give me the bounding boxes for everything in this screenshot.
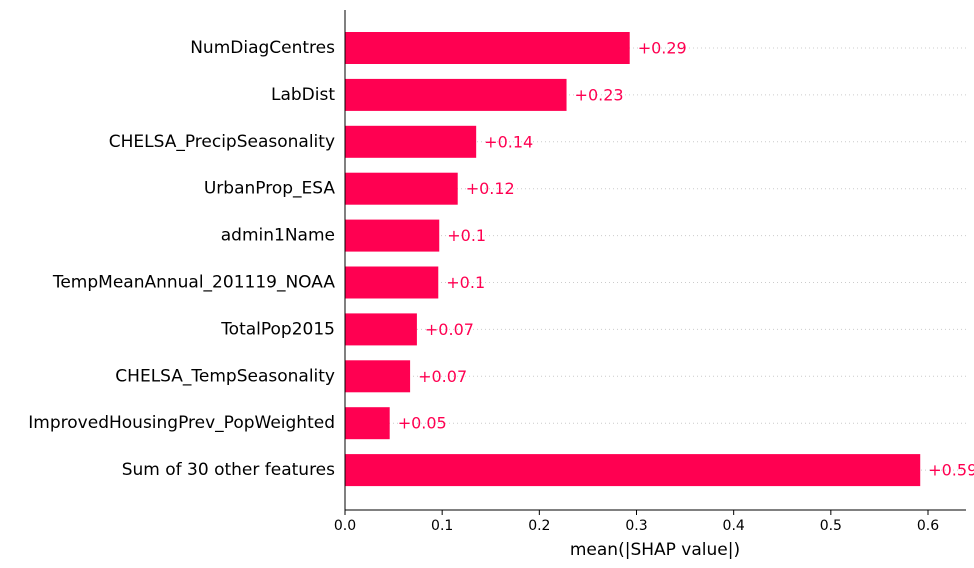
bar: [345, 407, 390, 440]
category-label: admin1Name: [221, 226, 335, 246]
category-label: Sum of 30 other features: [122, 460, 335, 480]
value-label: +0.29: [638, 39, 687, 58]
value-label: +0.1: [446, 273, 485, 292]
x-tick-label: 0.3: [625, 518, 647, 534]
x-tick-label: 0.0: [334, 518, 356, 534]
row-guides: [345, 47, 966, 471]
bar: [345, 313, 417, 346]
bar: [345, 172, 458, 205]
category-label: UrbanProp_ESA: [204, 179, 336, 199]
value-label: +0.05: [398, 414, 447, 433]
value-label: +0.23: [575, 85, 624, 104]
value-label: +0.07: [418, 367, 467, 386]
category-label: TotalPop2015: [220, 319, 335, 339]
bar: [345, 360, 411, 393]
x-tick-label: 0.5: [820, 518, 842, 534]
value-label: +0.59: [928, 461, 974, 480]
category-label: TempMeanAnnual_201119_NOAA: [52, 273, 336, 293]
bar: [345, 266, 439, 299]
labels: NumDiagCentres +0.29 LabDist +0.23 CHELSA_Pr…: [28, 38, 974, 480]
x-tick-label: 0.4: [723, 518, 745, 534]
category-label: ImprovedHousingPrev_PopWeighted: [28, 413, 335, 433]
bar: [345, 454, 921, 487]
value-label: +0.1: [447, 226, 486, 245]
x-axis-ticks: 0.0 0.1 0.2 0.3 0.4 0.5 0.6: [334, 510, 939, 534]
bar: [345, 125, 477, 158]
x-axis-title: mean(|SHAP value|): [570, 540, 740, 560]
x-tick-label: 0.1: [431, 518, 453, 534]
value-label: +0.07: [425, 320, 474, 339]
value-label: +0.12: [466, 179, 515, 198]
bar: [345, 219, 440, 252]
x-tick-label: 0.2: [528, 518, 550, 534]
category-label: LabDist: [271, 85, 335, 105]
category-label: CHELSA_TempSeasonality: [115, 366, 335, 386]
x-tick-label: 0.6: [917, 518, 939, 534]
category-label: NumDiagCentres: [190, 38, 335, 58]
value-label: +0.14: [484, 132, 533, 151]
category-label: CHELSA_PrecipSeasonality: [109, 132, 335, 152]
bars: [345, 32, 921, 487]
bar: [345, 78, 567, 111]
bar: [345, 32, 630, 64]
